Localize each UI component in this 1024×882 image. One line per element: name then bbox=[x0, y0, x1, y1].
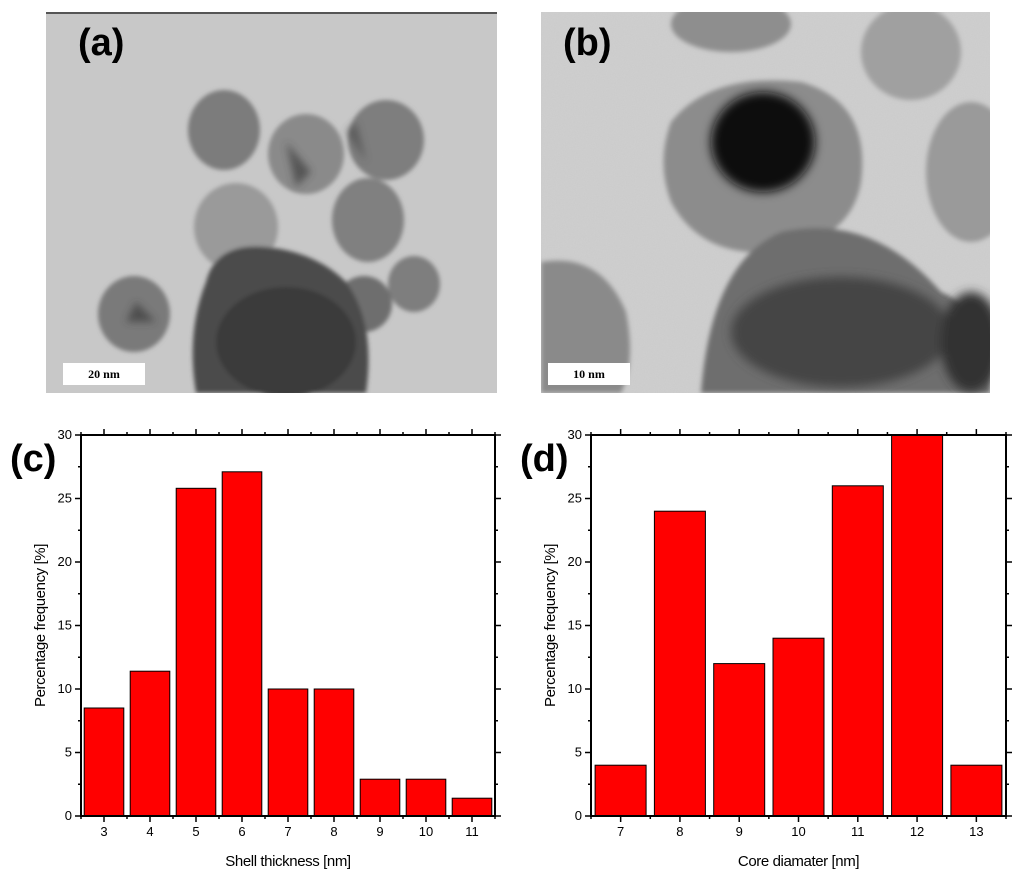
bar-c-9 bbox=[359, 778, 401, 817]
scale-bar-a: 20 nm bbox=[63, 363, 145, 385]
bar-c-5 bbox=[175, 487, 217, 817]
tem-image-a: 20 nm bbox=[46, 12, 497, 393]
chart-c: 0 5 10 15 20 25 30 3 4 5 6 7 8 9 10 11 Shell thickness [… bbox=[32, 427, 501, 870]
ytick-label-d-30: 30 bbox=[568, 427, 582, 442]
xtick-label-c-9: 9 bbox=[376, 824, 383, 839]
panel-letter-a: (a) bbox=[78, 22, 125, 64]
bar-d-12 bbox=[891, 434, 944, 817]
ytick-label-c-10: 10 bbox=[58, 681, 72, 696]
bar-c-8 bbox=[313, 688, 355, 817]
xtick-label-d-11: 11 bbox=[851, 824, 865, 839]
bar-d-7 bbox=[594, 764, 647, 817]
xtick-label-c-4: 4 bbox=[146, 824, 153, 839]
bar-d-10 bbox=[772, 637, 825, 817]
y-axis-title-d: Percentage frequency [%] bbox=[542, 544, 559, 707]
bar-d-8 bbox=[653, 510, 706, 817]
xtick-label-d-10: 10 bbox=[791, 824, 805, 839]
bar-d-11 bbox=[831, 485, 884, 817]
xtick-label-d-9: 9 bbox=[736, 824, 743, 839]
tem-image-b: 10 nm bbox=[541, 12, 990, 393]
xtick-label-d-12: 12 bbox=[910, 824, 924, 839]
bar-c-10 bbox=[405, 778, 447, 817]
scale-bar-b: 10 nm bbox=[548, 363, 630, 385]
panel-letter-b: (b) bbox=[563, 22, 612, 64]
ytick-label-d-5: 5 bbox=[575, 745, 582, 760]
xtick-label-c-10: 10 bbox=[419, 824, 433, 839]
scale-bar-a-label: 20 nm bbox=[88, 367, 120, 381]
tem-micrograph-b bbox=[541, 12, 990, 393]
panel-letter-d: (d) bbox=[520, 438, 569, 480]
bar-d-13 bbox=[950, 764, 1003, 817]
ytick-label-c-20: 20 bbox=[58, 554, 72, 569]
ytick-label-d-0: 0 bbox=[575, 808, 582, 823]
xtick-label-d-7: 7 bbox=[617, 824, 624, 839]
panel-letter-c: (c) bbox=[10, 438, 57, 480]
ytick-label-d-10: 10 bbox=[568, 681, 582, 696]
xtick-label-c-3: 3 bbox=[100, 824, 107, 839]
chart-d: 0 5 10 15 20 25 30 7 8 9 10 11 12 13 Core diamater [nm… bbox=[542, 427, 1012, 870]
tem-micrograph-a bbox=[46, 12, 497, 393]
xtick-label-c-5: 5 bbox=[192, 824, 199, 839]
bar-c-3 bbox=[83, 707, 125, 817]
xtick-label-d-13: 13 bbox=[969, 824, 983, 839]
ytick-label-c-0: 0 bbox=[65, 808, 72, 823]
bar-c-4 bbox=[129, 670, 171, 817]
xtick-label-c-11: 11 bbox=[465, 824, 479, 839]
xtick-label-c-7: 7 bbox=[284, 824, 291, 839]
scale-bar-b-label: 10 nm bbox=[573, 367, 605, 381]
bar-c-6 bbox=[221, 471, 263, 817]
x-axis-title-c: Shell thickness [nm] bbox=[225, 853, 351, 870]
ytick-label-d-25: 25 bbox=[568, 491, 582, 506]
ytick-label-c-5: 5 bbox=[65, 745, 72, 760]
x-axis-title-d: Core diamater [nm] bbox=[738, 853, 859, 870]
xtick-label-c-8: 8 bbox=[330, 824, 337, 839]
xtick-label-d-8: 8 bbox=[676, 824, 683, 839]
ytick-label-d-20: 20 bbox=[568, 554, 582, 569]
ytick-label-d-15: 15 bbox=[568, 618, 582, 633]
bar-c-7 bbox=[267, 688, 309, 817]
ytick-label-c-25: 25 bbox=[58, 491, 72, 506]
ytick-label-c-30: 30 bbox=[58, 427, 72, 442]
y-axis-title-c: Percentage frequency [%] bbox=[32, 544, 49, 707]
ytick-label-c-15: 15 bbox=[58, 618, 72, 633]
bar-d-9 bbox=[713, 663, 766, 817]
bar-c-11 bbox=[451, 797, 493, 817]
xtick-label-c-6: 6 bbox=[238, 824, 245, 839]
